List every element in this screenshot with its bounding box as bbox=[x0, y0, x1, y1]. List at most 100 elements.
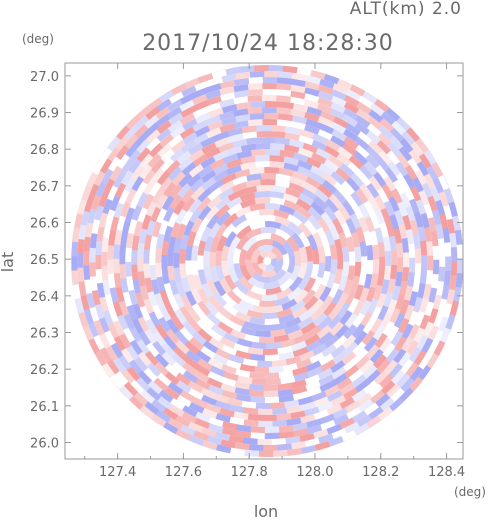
x-tick-label: 127.8 bbox=[231, 465, 268, 480]
heatmap-cell bbox=[266, 342, 281, 349]
heatmap-cell bbox=[161, 255, 167, 270]
heatmap-cell bbox=[131, 250, 137, 265]
heatmap-cell bbox=[155, 248, 162, 263]
heatmap-cell bbox=[95, 240, 102, 255]
heatmap-cell bbox=[71, 241, 78, 256]
heatmap-cell bbox=[427, 256, 433, 271]
y-tick-label: 26.3 bbox=[30, 327, 59, 342]
heatmap-cell bbox=[263, 77, 278, 83]
heatmap-cell bbox=[260, 179, 275, 185]
heatmap-cell bbox=[89, 248, 96, 263]
y-tick-label: 26.4 bbox=[30, 290, 59, 305]
heatmap-cell bbox=[248, 89, 263, 96]
heatmap-cell bbox=[457, 259, 463, 274]
y-axis-label: lat bbox=[0, 252, 17, 273]
heatmap-cell bbox=[251, 378, 266, 385]
y-tick-label: 26.9 bbox=[30, 107, 59, 122]
y-tick-label: 26.0 bbox=[30, 437, 59, 452]
heatmap-cell bbox=[101, 266, 108, 281]
heatmap-cell bbox=[262, 95, 277, 101]
heatmap-cell bbox=[254, 65, 269, 71]
heatmap-cell bbox=[266, 149, 281, 156]
chart-subtitle: ALT(km) 2.0 bbox=[350, 0, 462, 19]
heatmap-cell bbox=[259, 451, 274, 457]
heatmap-disc bbox=[71, 65, 463, 457]
heatmap-cell bbox=[325, 256, 332, 272]
heatmap-cell bbox=[391, 250, 397, 265]
y-tick-label: 26.8 bbox=[30, 143, 59, 158]
heatmap-cell bbox=[451, 261, 458, 276]
heatmap-cell bbox=[373, 259, 380, 274]
heatmap-cell bbox=[250, 426, 265, 433]
heatmap-cell bbox=[257, 324, 272, 331]
heatmap-cell bbox=[426, 241, 433, 256]
heatmap-cell bbox=[249, 444, 264, 451]
heatmap-cell bbox=[451, 247, 458, 262]
heatmap-cell bbox=[263, 445, 278, 451]
heatmap-cell bbox=[415, 249, 422, 264]
x-axis-label: lon bbox=[254, 502, 278, 521]
heatmap-cell bbox=[155, 262, 162, 277]
heatmap-cell bbox=[263, 391, 278, 397]
heatmap-cell bbox=[261, 173, 276, 179]
heatmap-cell bbox=[264, 113, 279, 119]
heatmap-cell bbox=[77, 253, 83, 268]
heatmap-cell bbox=[255, 143, 270, 150]
heatmap-cell bbox=[248, 83, 263, 90]
heatmap-cell bbox=[255, 330, 271, 337]
heatmap-cell bbox=[337, 254, 343, 270]
heatmap-cell bbox=[179, 248, 186, 263]
heatmap-cell bbox=[209, 251, 216, 267]
heatmap-cell bbox=[433, 260, 440, 275]
chart-title: 2017/10/24 18:28:30 bbox=[142, 31, 394, 56]
heatmap-cell bbox=[397, 257, 403, 272]
heatmap-cell bbox=[269, 65, 284, 72]
heatmap-cell bbox=[265, 433, 280, 439]
heatmap-cell bbox=[256, 185, 272, 192]
heatmap-cell bbox=[248, 107, 263, 114]
heatmap-cell bbox=[259, 300, 275, 307]
y-tick-label: 26.7 bbox=[30, 180, 59, 195]
heatmap-cell bbox=[254, 366, 269, 373]
heatmap-cell bbox=[438, 267, 445, 282]
heatmap-cell bbox=[203, 250, 210, 266]
heatmap-cell bbox=[265, 101, 280, 108]
heatmap-cell bbox=[257, 361, 272, 368]
heatmap-cell bbox=[264, 71, 279, 77]
heatmap-cell bbox=[83, 251, 89, 266]
heatmap-cell bbox=[251, 101, 266, 108]
heatmap-cell bbox=[248, 95, 263, 102]
heatmap-cell bbox=[244, 450, 259, 457]
heatmap-cell bbox=[262, 415, 277, 421]
heatmap-cell bbox=[173, 253, 179, 268]
heatmap-cell bbox=[101, 252, 107, 267]
heatmap-cell bbox=[83, 265, 90, 280]
x-tick-label: 128.0 bbox=[296, 465, 333, 480]
y-tick-label: 26.2 bbox=[30, 363, 59, 378]
heatmap-cell bbox=[379, 257, 385, 272]
heatmap-cell bbox=[89, 262, 96, 277]
heatmap-cell bbox=[258, 409, 273, 415]
heatmap-cell bbox=[266, 378, 281, 385]
heatmap-cell bbox=[119, 249, 125, 264]
heatmap-cell bbox=[264, 167, 279, 174]
heatmap-cell bbox=[270, 402, 285, 409]
x-tick-label: 128.4 bbox=[428, 465, 465, 480]
heatmap-cell bbox=[263, 348, 279, 355]
heatmap-cell bbox=[250, 113, 265, 120]
heatmap-cell bbox=[77, 267, 84, 282]
heatmap-cell bbox=[261, 137, 276, 143]
heatmap-cell bbox=[215, 250, 222, 266]
heatmap-cell bbox=[113, 244, 120, 259]
heatmap-cell bbox=[396, 243, 403, 258]
heatmap-cell bbox=[107, 259, 114, 274]
heatmap-cell bbox=[262, 312, 278, 319]
heatmap-cell bbox=[255, 155, 270, 162]
heatmap-cell bbox=[250, 71, 265, 78]
heatmap-cell bbox=[107, 245, 114, 260]
y-tick-label: 27.0 bbox=[30, 70, 59, 85]
heatmap-cell bbox=[95, 255, 101, 270]
y-unit-label: (deg) bbox=[22, 32, 54, 46]
heatmap-cell bbox=[248, 414, 263, 421]
